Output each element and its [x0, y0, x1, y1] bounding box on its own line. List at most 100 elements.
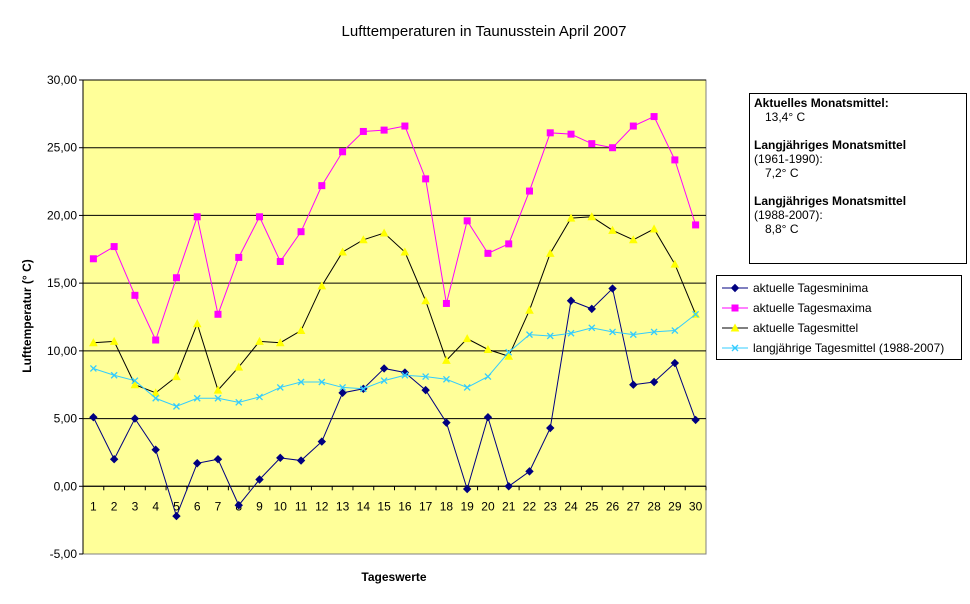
- data-point-maxima: [318, 182, 326, 190]
- x-tick-label: 25: [585, 499, 599, 513]
- data-point-longterm-mean: [131, 377, 139, 385]
- legend-label: langjährige Tagesmittel (1988-2007): [753, 341, 945, 355]
- data-point-minima: [649, 377, 659, 387]
- data-point-longterm-mean: [256, 393, 263, 401]
- series-mean: [89, 212, 700, 397]
- legend-label: aktuelle Tagesmittel: [753, 321, 859, 335]
- data-point-minima: [379, 364, 389, 373]
- data-point-mean: [109, 336, 119, 345]
- data-point-minima: [566, 296, 576, 305]
- data-point-minima: [546, 423, 555, 433]
- data-point-minima: [276, 453, 285, 463]
- x-tick-label: 16: [398, 499, 412, 513]
- legend-marker: [730, 323, 740, 332]
- data-point-longterm-mean: [276, 383, 284, 391]
- data-point-minima: [587, 304, 596, 314]
- plot-area: [82, 79, 707, 555]
- data-point-maxima: [692, 221, 700, 229]
- x-tick-label: 19: [461, 499, 475, 513]
- data-point-mean: [130, 380, 140, 389]
- current-monthly-mean-heading: Aktuelles Monatsmittel:: [754, 96, 889, 110]
- data-point-maxima: [609, 144, 617, 152]
- longterm-mean-1988-heading: Langjähriges Monatsmittel: [754, 194, 907, 208]
- data-point-longterm-mean: [193, 394, 201, 402]
- x-tick-label: 14: [357, 499, 371, 513]
- data-point-mean: [151, 388, 161, 397]
- x-tick-label: 21: [502, 499, 516, 513]
- x-tick-label: 4: [152, 499, 159, 513]
- data-point-maxima: [89, 255, 97, 263]
- data-point-longterm-mean: [567, 329, 575, 337]
- data-point-minima: [151, 445, 160, 454]
- y-axis-label: Lufttemperatur (° C): [20, 259, 34, 372]
- data-point-maxima: [422, 175, 430, 183]
- data-point-longterm-mean: [318, 378, 326, 386]
- legend-item-mean: aktuelle Tagesmittel: [717, 318, 961, 338]
- x-tick-label: 17: [419, 499, 433, 513]
- data-point-maxima: [359, 127, 367, 135]
- data-point-longterm-mean: [214, 394, 222, 402]
- data-point-minima: [462, 484, 472, 494]
- data-point-mean: [275, 338, 285, 347]
- data-point-maxima: [256, 213, 264, 221]
- data-point-mean: [462, 334, 472, 343]
- data-point-longterm-mean: [505, 348, 513, 356]
- data-point-maxima: [131, 291, 139, 299]
- data-point-mean: [172, 372, 181, 381]
- data-point-minima: [338, 388, 347, 398]
- data-point-longterm-mean: [546, 332, 554, 340]
- data-point-minima: [504, 482, 513, 491]
- series-line-longterm-mean: [93, 313, 696, 407]
- x-tick-label: 13: [336, 499, 350, 513]
- data-point-maxima: [276, 257, 284, 265]
- data-point-maxima: [484, 249, 492, 257]
- data-point-minima: [670, 358, 680, 368]
- data-point-mean: [587, 212, 597, 221]
- data-point-longterm-mean: [422, 373, 430, 381]
- x-tick-label: 22: [523, 499, 537, 513]
- series-line-minima: [92, 287, 697, 518]
- data-point-minima: [608, 284, 617, 293]
- data-point-maxima: [172, 274, 180, 282]
- legend-swatch-minima: [722, 283, 748, 293]
- data-point-maxima: [401, 122, 409, 130]
- x-tick-label: 15: [377, 499, 391, 513]
- data-point-longterm-mean: [463, 383, 471, 391]
- y-tick-label: 30,00: [47, 73, 77, 87]
- monthly-mean-box: Aktuelles Monatsmittel: 13,4° C Langjähr…: [749, 93, 967, 264]
- data-point-minima: [691, 415, 700, 425]
- data-point-longterm-mean: [359, 385, 367, 393]
- data-point-mean: [649, 224, 659, 233]
- data-point-mean: [317, 281, 327, 290]
- data-point-mean: [192, 319, 202, 328]
- data-point-minima: [483, 413, 493, 422]
- legend-label: aktuelle Tagesmaxima: [753, 301, 872, 315]
- data-point-maxima: [505, 240, 513, 248]
- legend-swatch-maxima: [722, 304, 748, 312]
- data-point-maxima: [567, 130, 575, 138]
- data-point-minima: [296, 456, 306, 465]
- data-point-longterm-mean: [526, 331, 533, 339]
- data-point-longterm-mean: [235, 398, 243, 406]
- data-point-minima: [629, 380, 638, 389]
- y-tick-label: -5,00: [50, 547, 78, 561]
- legend-label: aktuelle Tagesminima: [753, 281, 869, 295]
- x-tick-label: 27: [627, 499, 641, 513]
- x-tick-label: 7: [215, 499, 222, 513]
- data-point-mean: [608, 225, 617, 234]
- data-point-longterm-mean: [588, 324, 596, 332]
- data-point-minima: [255, 475, 264, 484]
- x-tick-label: 12: [315, 499, 329, 513]
- data-point-maxima: [339, 148, 347, 156]
- data-point-longterm-mean: [484, 373, 492, 381]
- data-point-mean: [421, 296, 430, 305]
- y-tick-label: 5,00: [54, 412, 78, 426]
- data-point-longterm-mean: [110, 371, 118, 379]
- legend-marker: [731, 304, 739, 312]
- legend-swatch-mean: [722, 323, 748, 332]
- x-tick-label: 29: [668, 499, 682, 513]
- y-tick-label: 25,00: [47, 141, 77, 155]
- series-layer: [89, 113, 700, 521]
